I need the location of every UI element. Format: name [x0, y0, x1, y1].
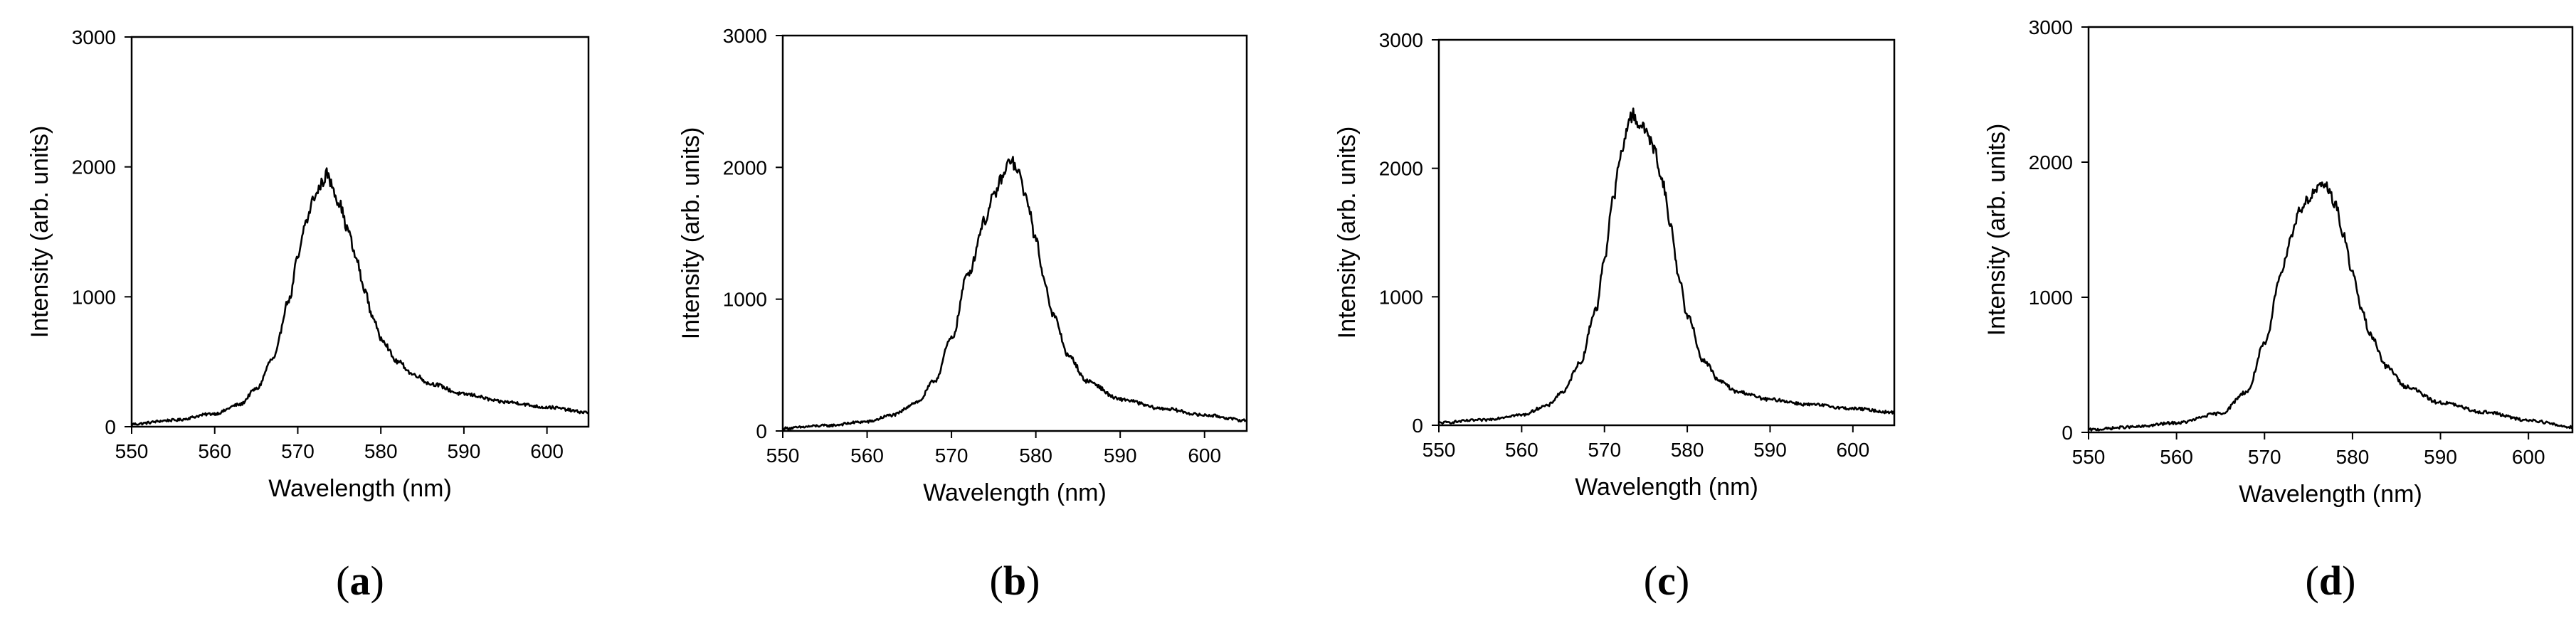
x-tick-label: 570: [2248, 446, 2281, 468]
y-axis-title: Intensity (arb. units): [1983, 124, 2010, 336]
x-axis-title: Wavelength (nm): [268, 475, 452, 502]
spectrum-line: [130, 167, 590, 426]
x-axis-title: Wavelength (nm): [923, 479, 1107, 506]
x-tick-label: 580: [1019, 444, 1052, 467]
x-tick-label: 550: [766, 444, 800, 467]
y-tick-label: 0: [2062, 422, 2073, 444]
x-tick-label: 570: [935, 444, 968, 467]
y-axis-title: Intensity (arb. units): [26, 126, 53, 339]
x-tick-label: 570: [1588, 439, 1621, 461]
y-tick-label: 0: [756, 420, 767, 442]
x-tick-label: 550: [115, 440, 149, 462]
x-tick-label: 600: [1188, 444, 1221, 467]
panel-label: (a): [336, 558, 384, 604]
panel-a: 550 560 570 580 590 600 0 1000 2000 3000 Wavelengt…: [26, 26, 590, 604]
x-axis-title: Wavelength (nm): [2239, 481, 2422, 508]
x-tick-label: 590: [2424, 446, 2457, 468]
y-tick-label: 1000: [2029, 287, 2073, 309]
spectrum-line: [781, 156, 1247, 431]
spectrum-line: [1438, 107, 1896, 425]
x-tick-label: 600: [530, 440, 564, 462]
x-tick-label: 600: [1836, 439, 1869, 461]
y-tick-label: 2000: [72, 156, 116, 179]
panel-d: 550 560 570 580 590 600 0 1000 2000 3000 Wavelengt…: [1983, 16, 2574, 604]
y-tick-label: 3000: [723, 25, 767, 47]
y-tick-label: 1000: [72, 286, 116, 308]
spectrum-line: [2088, 181, 2573, 432]
plot-frame: [130, 36, 590, 428]
panel-label: (d): [2306, 558, 2356, 604]
panel-b: 550 560 570 580 590 600 0 1000 2000 3000 Wavelengt…: [677, 25, 1248, 604]
y-tick-label: 3000: [2029, 16, 2073, 38]
x-tick-label: 590: [1104, 444, 1137, 467]
x-tick-label: 580: [364, 440, 398, 462]
x-tick-label: 590: [448, 440, 481, 462]
y-tick-label: 1000: [1379, 286, 1423, 308]
panel-label: (b): [990, 558, 1040, 604]
y-tick-label: 2000: [723, 156, 767, 179]
x-axis-title: Wavelength (nm): [1575, 474, 1758, 501]
x-tick-label: 580: [1671, 439, 1704, 461]
y-tick-label: 3000: [72, 26, 116, 48]
y-tick-label: 0: [105, 416, 116, 438]
x-tick-label: 600: [2512, 446, 2545, 468]
y-tick-label: 1000: [723, 289, 767, 311]
plot-frame: [781, 34, 1248, 432]
x-tick-label: 550: [2072, 446, 2106, 468]
x-tick-label: 570: [281, 440, 315, 462]
x-tick-label: 560: [850, 444, 884, 467]
x-tick-label: 560: [198, 440, 231, 462]
plot-frame: [1437, 38, 1896, 427]
panel-c: 550 560 570 580 590 600 0 1000 2000 3000 Wavelengt…: [1334, 29, 1896, 604]
y-tick-label: 3000: [1379, 29, 1423, 51]
plot-frame: [2087, 26, 2574, 434]
x-tick-label: 590: [1753, 439, 1787, 461]
x-tick-label: 560: [1505, 439, 1538, 461]
y-axis-title: Intensity (arb. units): [1334, 127, 1361, 339]
y-axis-title: Intensity (arb. units): [677, 127, 704, 340]
x-tick-label: 580: [2336, 446, 2370, 468]
y-tick-label: 2000: [2029, 151, 2073, 174]
y-tick-label: 2000: [1379, 158, 1423, 180]
x-tick-label: 550: [1422, 439, 1456, 461]
panel-label: (c): [1644, 558, 1689, 604]
y-tick-label: 0: [1412, 415, 1423, 437]
x-tick-label: 560: [2160, 446, 2193, 468]
